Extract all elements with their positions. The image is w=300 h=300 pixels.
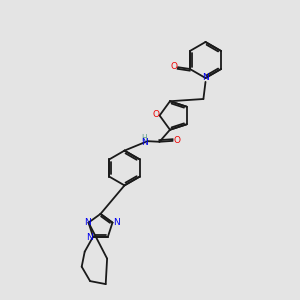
Text: O: O (152, 110, 159, 119)
Text: N: N (86, 233, 93, 242)
Text: N: N (202, 74, 209, 82)
Text: O: O (173, 136, 180, 145)
Text: O: O (170, 62, 177, 71)
Text: N: N (113, 218, 120, 226)
Text: N: N (84, 218, 90, 226)
Text: H: H (142, 134, 147, 143)
Text: N: N (141, 138, 148, 147)
